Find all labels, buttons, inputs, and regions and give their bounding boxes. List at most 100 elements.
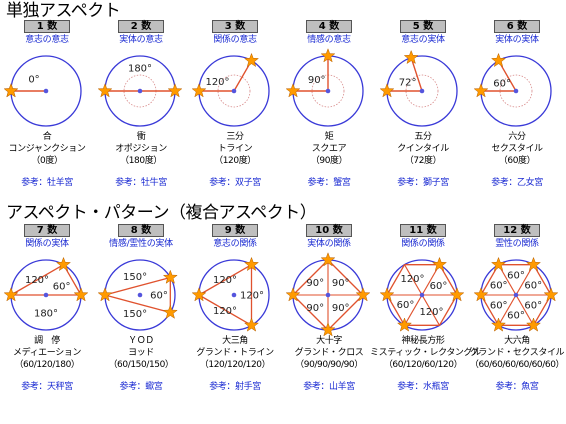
angle-label: 60°	[507, 271, 525, 282]
aspect-name: ＹＯＤ	[128, 336, 154, 346]
section-title-single-aspects: 単独アスペクト	[6, 1, 121, 21]
center-dot	[43, 88, 49, 94]
center-dot	[325, 88, 331, 94]
aspect-line	[327, 259, 364, 296]
section-title-aspect-patterns: アスペクト・パターン（複合アスペクト）	[6, 203, 317, 223]
planet-star	[320, 252, 336, 267]
relation-label: 実体の実体	[495, 35, 539, 45]
angle-label: 90°	[332, 278, 350, 289]
reference-sign: 参考：水瓶宮	[397, 382, 449, 392]
planet-star	[3, 83, 19, 98]
number-badge: 1 数	[24, 20, 70, 33]
reference-sign: 参考：射手宮	[209, 382, 261, 392]
aspect-line	[386, 264, 406, 296]
planet-star	[243, 317, 260, 332]
center-dot	[231, 292, 237, 298]
angle-label: 150°	[123, 309, 147, 320]
angle-label: 90°	[306, 303, 324, 314]
planet-star	[162, 269, 178, 284]
angle-arc	[311, 74, 345, 108]
aspect-name: 六分	[508, 132, 526, 142]
angle-arc	[217, 74, 251, 108]
angle-label: 180°	[128, 64, 152, 75]
planet-star	[167, 83, 183, 98]
reference-sign: 参考：双子宮	[209, 178, 261, 188]
angle-label: 60°	[524, 281, 542, 292]
aspect-name-katakana: ヨッド	[128, 348, 154, 358]
aspect-diagram: 0°	[3, 55, 82, 127]
aspect-degrees: （60度）	[498, 156, 536, 166]
angle-label: 120°	[419, 307, 443, 318]
center-dot	[137, 88, 143, 94]
angle-label: 90°	[308, 75, 326, 86]
aspect-name-katakana: クインタイル	[397, 144, 449, 154]
aspect-line	[292, 259, 329, 296]
planet-star	[490, 256, 507, 272]
angle-label: 120°	[240, 291, 264, 302]
aspect-name-katakana: グランド・クロス	[294, 348, 364, 358]
angle-label: 120°	[213, 275, 237, 286]
number-badge: 2 数	[118, 20, 164, 33]
center-dot	[419, 292, 425, 298]
aspect-degrees: （60/120/60/120）	[383, 360, 463, 370]
relation-label: 実体の関係	[307, 239, 351, 249]
reference-sign: 参考：乙女宮	[491, 178, 543, 188]
aspect-name-katakana: メディエーション	[13, 348, 81, 358]
aspect-name-katakana: コンジャンクション	[8, 144, 86, 154]
number-badge: 9 数	[212, 224, 258, 237]
aspect-line	[198, 294, 252, 326]
angle-label: 60°	[524, 301, 542, 312]
aspect-line	[327, 294, 364, 331]
aspect-name: 三分	[226, 132, 244, 142]
aspect-diagram: 90°	[285, 48, 364, 127]
center-dot	[137, 292, 143, 298]
angle-label: 60°	[397, 300, 415, 311]
center-dot	[419, 88, 425, 94]
planet-star	[490, 52, 507, 68]
aspect-diagram: 60°60°60°60°60°60°	[473, 256, 559, 332]
angle-label: 180°	[34, 309, 58, 320]
aspect-name: 大三角	[222, 336, 248, 346]
aspect-name: 衝	[136, 132, 146, 142]
center-dot	[513, 88, 519, 94]
planet-star	[191, 83, 207, 98]
aspect-degrees: （72度）	[404, 156, 442, 166]
aspect-degrees: （60/60/60/60/60/60）	[469, 360, 565, 370]
angle-label: 60°	[490, 301, 508, 312]
planet-star	[396, 317, 413, 332]
aspect-name-katakana: グランド・トライン	[196, 348, 274, 358]
relation-label: 意志の意志	[25, 35, 69, 45]
angle-arc	[405, 74, 439, 108]
aspect-name: 五分	[414, 132, 432, 142]
aspect-degrees: （120度）	[214, 156, 256, 166]
aspect-line	[10, 264, 64, 296]
planet-star	[473, 287, 489, 302]
aspect-degrees: （60/120/180）	[14, 360, 80, 370]
number-badge: 4 数	[306, 20, 352, 33]
number-badge: 6 数	[494, 20, 540, 33]
aspect-line	[410, 57, 423, 92]
reference-sign: 参考：山羊宮	[303, 382, 355, 392]
planet-star	[379, 83, 395, 98]
planet-star	[431, 256, 448, 272]
angle-label: 60°	[507, 311, 525, 322]
number-badge: 8 数	[118, 224, 164, 237]
angle-label: 0°	[28, 75, 39, 86]
angle-label: 120°	[213, 306, 237, 317]
number-badge: 12 数	[494, 224, 540, 237]
angle-label: 60°	[150, 291, 168, 302]
aspect-name-katakana: トライン	[217, 144, 253, 154]
number-badge: 11 数	[400, 224, 446, 237]
center-dot	[513, 292, 519, 298]
aspect-degrees: （120/120/120）	[199, 360, 271, 370]
angle-label: 120°	[400, 274, 424, 285]
planet-star	[490, 317, 507, 332]
angle-label: 90°	[332, 303, 350, 314]
planet-star	[320, 322, 336, 336]
aspect-degrees: （60/150/150）	[108, 360, 174, 370]
relation-label: 関係の意志	[213, 35, 257, 45]
angle-label: 60°	[53, 282, 71, 293]
relation-label: 情感/霊性の実体	[109, 239, 173, 249]
aspect-name-katakana: スクエア	[311, 144, 347, 154]
angle-label: 90°	[306, 278, 324, 289]
